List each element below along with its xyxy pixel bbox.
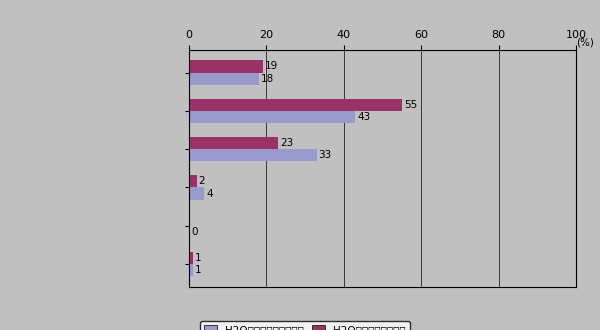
Bar [189,111,355,123]
Text: 55: 55 [404,100,417,110]
Bar [189,149,317,161]
Text: 23: 23 [280,138,293,148]
Text: 1: 1 [195,253,202,263]
Bar [189,60,263,73]
Bar [189,137,278,149]
Text: 43: 43 [358,112,371,122]
Bar [189,73,259,85]
Text: 18: 18 [260,74,274,84]
Text: 1: 1 [195,265,202,275]
Text: 4: 4 [206,188,213,199]
Text: 33: 33 [319,150,332,160]
Bar [189,99,402,111]
Bar [189,175,197,187]
Text: 0: 0 [191,227,197,237]
Bar [189,264,193,276]
Bar [189,187,205,200]
Text: 19: 19 [265,61,278,71]
Legend: H2O理科支援員非配置校, H2O理科支援員配置校: H2O理科支援員非配置校, H2O理科支援員配置校 [200,321,410,330]
Bar [189,252,193,264]
Text: 2: 2 [199,176,205,186]
Text: (%): (%) [576,38,594,48]
